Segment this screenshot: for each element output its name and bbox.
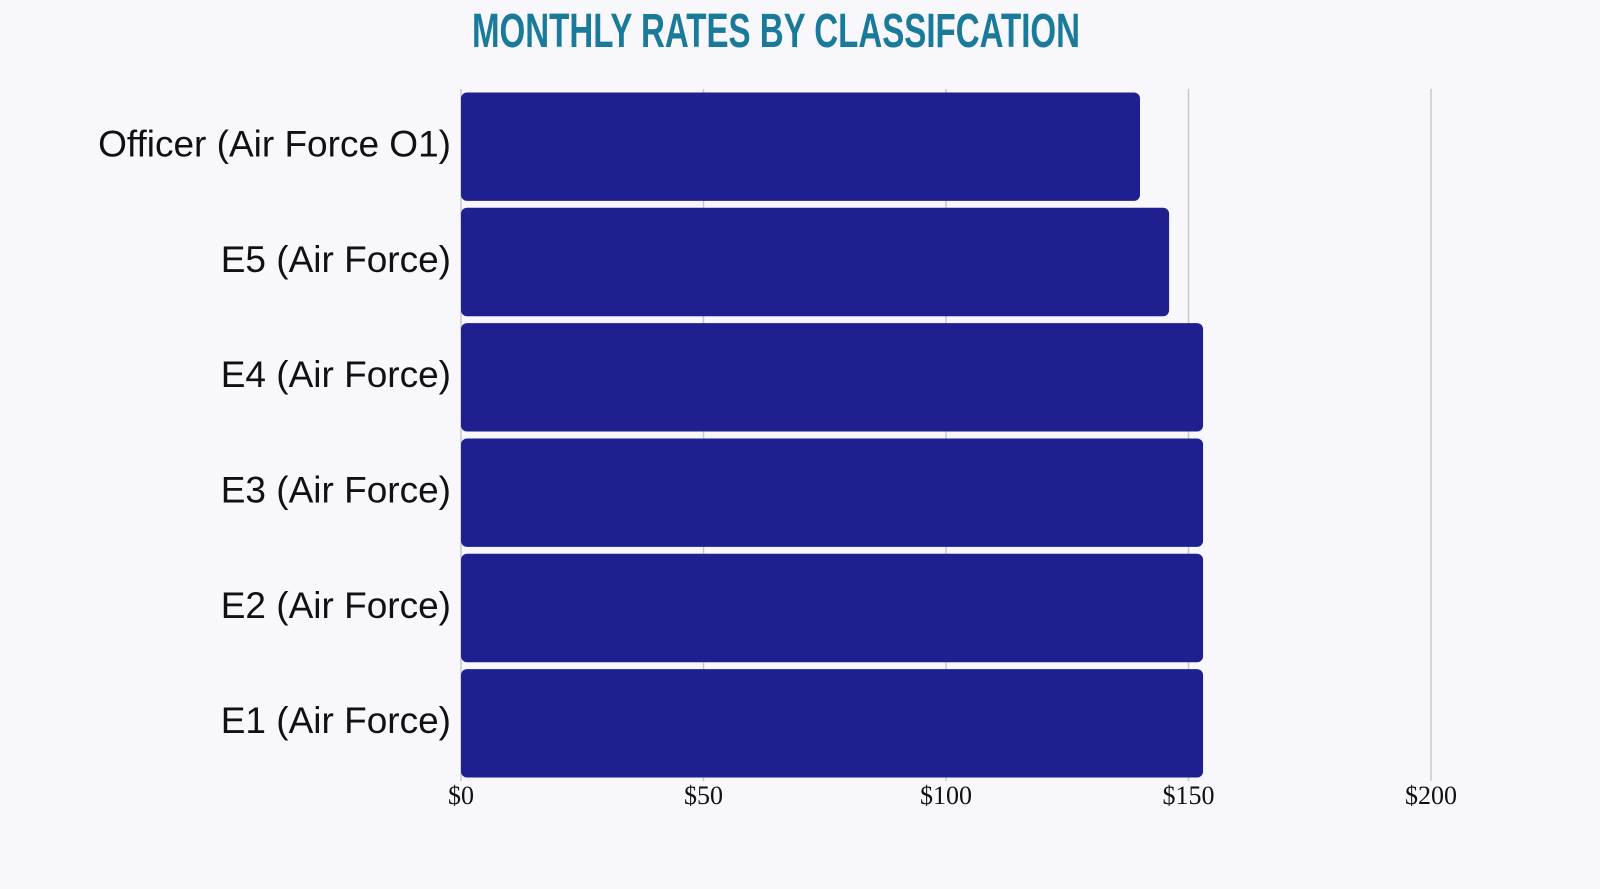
y-tick-label: E1 (Air Force) [221, 700, 451, 741]
y-tick-label: E3 (Air Force) [221, 469, 451, 510]
bar [461, 438, 1204, 547]
chart-title: MONTHLY RATES BY CLASSIFCATION [472, 5, 1080, 58]
x-tick-label: $200 [1405, 781, 1457, 810]
y-tick-label: Officer (Air Force O1) [98, 123, 451, 164]
bar [461, 669, 1204, 778]
y-tick-label: E2 (Air Force) [221, 585, 451, 626]
bar [461, 553, 1204, 663]
bar [461, 207, 1170, 317]
x-tick-label: $50 [684, 781, 723, 810]
bar [461, 92, 1140, 201]
y-tick-label: E5 (Air Force) [221, 239, 451, 280]
x-tick-label: $100 [920, 781, 972, 810]
bar [461, 323, 1204, 432]
y-tick-label: E4 (Air Force) [221, 354, 451, 395]
x-tick-label: $0 [448, 781, 474, 810]
x-tick-label: $150 [1163, 781, 1215, 810]
